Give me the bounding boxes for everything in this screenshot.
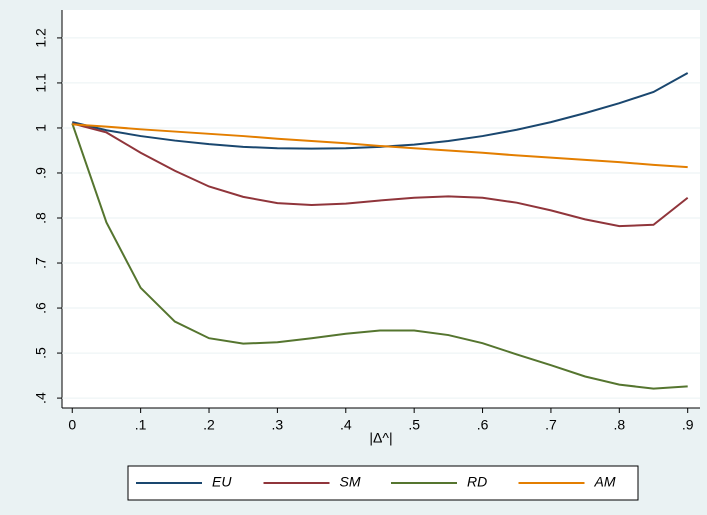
series-line — [71, 123, 688, 390]
y-tick-label: 1 — [33, 124, 49, 132]
x-tick-label: .3 — [272, 417, 284, 433]
x-tick-label: .7 — [545, 417, 557, 433]
y-tick-label: .8 — [33, 212, 49, 224]
y-tick-label: .5 — [33, 347, 49, 359]
x-tick-label: .6 — [477, 417, 489, 433]
series-line — [72, 123, 688, 169]
series-line — [72, 122, 689, 228]
x-tick-label: .8 — [613, 417, 625, 433]
x-tick-label: .1 — [135, 417, 147, 433]
legend-label: AM — [594, 474, 616, 490]
y-tick-label: .4 — [33, 392, 49, 404]
y-tick-label: 1.1 — [33, 73, 49, 93]
plot-area — [62, 10, 700, 408]
x-tick-label: .9 — [682, 417, 694, 433]
x-tick-label: 0 — [68, 417, 76, 433]
y-tick-label: 1.2 — [33, 28, 49, 48]
legend-label: EU — [212, 474, 232, 490]
y-tick-label: .6 — [33, 302, 49, 314]
x-tick-label: .5 — [408, 417, 420, 433]
legend-label: RD — [467, 474, 487, 490]
y-tick-label: .9 — [33, 167, 49, 179]
y-tick-label: .7 — [33, 257, 49, 269]
x-tick-label: .2 — [203, 417, 215, 433]
legend-label: SM — [340, 474, 361, 490]
x-tick-label: .4 — [340, 417, 352, 433]
x-axis-label: |Δ^| — [369, 430, 392, 446]
